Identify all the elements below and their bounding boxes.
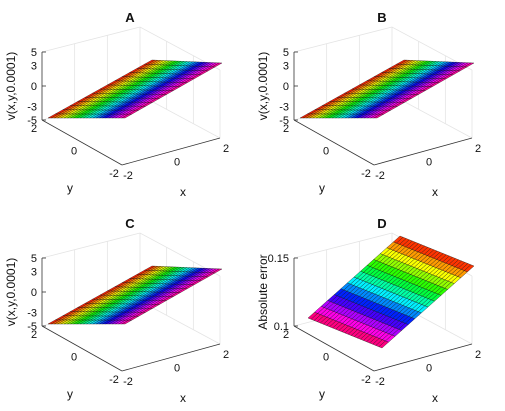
y-tick-label: 2 [31,329,37,341]
x-axis-line [373,343,473,372]
z-tick-label: 5 [31,253,37,265]
surface-value-label: 3 [283,61,289,73]
panel-d: D 0.1 0.15 -2 0 2 -2 0 2 y x Absolute error [256,216,481,405]
surface-value-label: 3 [31,61,37,73]
panel-c: C -5 0 5 3 -3 -2 0 2 -2 0 2 y x v(x,y,0.0001) [4,216,229,405]
x-tick-label: -2 [123,170,133,182]
panel-a: A -5 0 5 3 -3 -2 0 2 -2 0 2 y x v(x,y,0.0001) [4,10,229,199]
x-axis-label: x [432,391,438,405]
x-tick-label: 2 [223,349,229,361]
y-tick-label: 0 [323,352,329,364]
y-tick-label: -2 [109,168,119,180]
panel-b: B -5 0 5 3 -3 -2 0 2 -2 0 2 y x v(x,y,0.0001) [256,10,481,199]
z-axis-label: Absolute error [256,254,270,329]
panel-title: B [377,10,386,25]
z-axis-label: v(x,y,0.0001) [4,52,18,120]
z-tick-label: 5 [31,47,37,59]
y-axis-line [41,119,123,166]
y-axis-line [41,325,123,372]
x-axis-line [373,137,473,166]
y-axis-label: y [67,181,73,195]
panel-title: A [125,10,135,25]
x-axis-label: x [180,185,186,199]
y-tick-label: -2 [109,374,119,386]
surface-patch [211,62,223,68]
surface [47,265,223,325]
z-tick-label: 0.15 [268,253,289,265]
z-tick-label: 0 [31,81,37,93]
z-tick-label: 0 [31,287,37,299]
surface [307,235,475,349]
x-axis-line [121,343,221,372]
y-tick-label: -2 [361,168,371,180]
surface-value-label: -3 [279,101,289,113]
x-tick-label: 0 [174,157,180,169]
y-axis-label: y [319,387,325,401]
y-tick-label: 0 [323,146,329,158]
surface-patch [211,268,223,274]
surface-value-label: -3 [27,307,37,319]
y-axis-label: y [67,387,73,401]
z-tick-label: 5 [283,47,289,59]
x-axis-line [121,137,221,166]
z-tick-label: -5 [279,115,289,127]
z-axis-label: v(x,y,0.0001) [256,52,270,120]
x-tick-label: 2 [475,143,481,155]
z-tick-label: -5 [27,115,37,127]
y-axis-line [293,119,375,166]
z-tick-label: -5 [27,321,37,333]
y-tick-label: 0 [71,146,77,158]
x-tick-label: 0 [426,363,432,375]
y-tick-label: 2 [31,123,37,135]
surface-patch [464,264,475,273]
x-tick-label: 2 [223,143,229,155]
x-axis-label: x [432,185,438,199]
y-axis-line [293,325,375,372]
surface [299,59,475,119]
surface-patch [463,62,475,68]
surface [47,59,223,119]
x-tick-label: 0 [174,363,180,375]
z-tick-label: 0.1 [274,321,289,333]
y-tick-label: 2 [283,123,289,135]
surface-value-label: -3 [27,101,37,113]
y-tick-label: 0 [71,352,77,364]
panel-title: D [377,216,386,231]
x-axis-label: x [180,391,186,405]
y-axis-label: y [319,181,325,195]
x-tick-label: -2 [375,376,385,388]
surface-value-label: 3 [31,267,37,279]
z-axis-label: v(x,y,0.0001) [4,258,18,326]
x-tick-label: 2 [475,349,481,361]
x-tick-label: 0 [426,157,432,169]
y-tick-label: 2 [283,329,289,341]
x-tick-label: -2 [375,170,385,182]
panel-title: C [125,216,135,231]
z-tick-label: 0 [283,81,289,93]
x-tick-label: -2 [123,376,133,388]
y-tick-label: -2 [361,374,371,386]
